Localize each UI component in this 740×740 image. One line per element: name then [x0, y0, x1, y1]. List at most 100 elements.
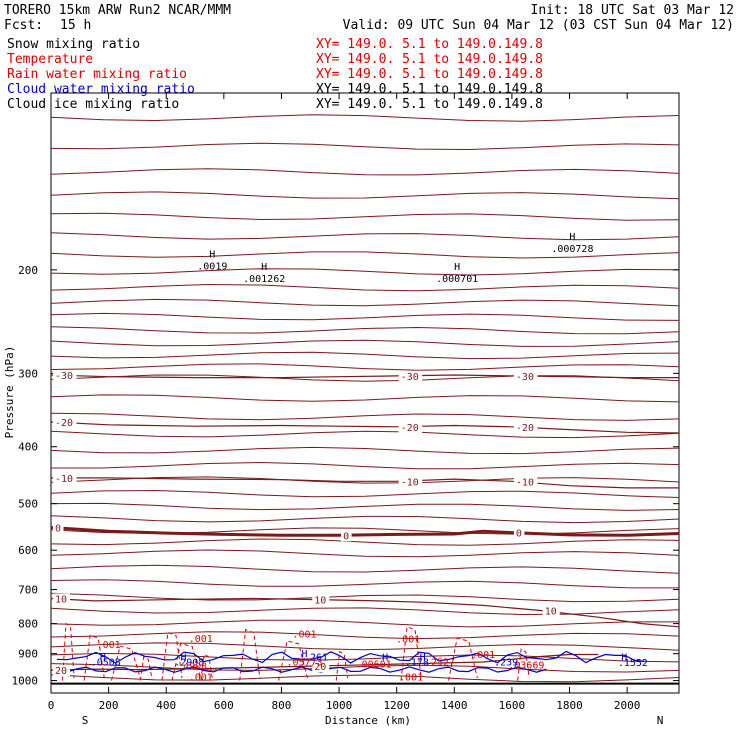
- isotherm-label-bg: [513, 527, 525, 539]
- x-tick-label: 0: [48, 699, 55, 712]
- isotherm-label: 10: [55, 594, 67, 605]
- rain-contour: [62, 622, 75, 681]
- x-tick-label: 1000: [326, 699, 353, 712]
- rain-label: .001: [189, 634, 213, 645]
- isotherm-label-bg: [542, 605, 560, 617]
- y-tick-label: 500: [18, 498, 38, 511]
- legend-field-name: Temperature: [7, 52, 93, 67]
- legend-field-name: Rain water mixing ratio: [7, 67, 187, 82]
- cloud-water-high-marker: H: [382, 653, 388, 664]
- rain-label: .001: [97, 640, 121, 651]
- isotherm-label-bg: [513, 476, 538, 488]
- isotherm-label-bg: [53, 472, 77, 484]
- temperature-contour: [50, 268, 680, 276]
- snow-high-marker: H: [209, 249, 215, 260]
- legend-field-xy: XY= 149.0. 5.1 to 149.0.149.8: [316, 82, 543, 97]
- y-tick-label: 800: [18, 618, 38, 631]
- isotherm-label: -10: [55, 474, 73, 485]
- y-tick-label: 1000: [12, 675, 39, 688]
- isotherm-label-bg: [53, 416, 77, 428]
- rain-contour: [278, 640, 308, 681]
- cloud-water-contour-top: [56, 650, 645, 664]
- isotherm-label-bg: [53, 522, 64, 534]
- isotherm--10: [51, 477, 679, 489]
- cloud-water-label: .2527: [425, 658, 455, 669]
- isotherm-label: -20: [401, 423, 419, 434]
- init-time: Init: 18 UTC Sat 03 Mar 12: [531, 3, 735, 18]
- legend-field-xy: XY= 149.0. 5.1 to 149.0.149.8: [316, 52, 543, 67]
- isotherm-label: -10: [516, 477, 534, 488]
- temperature-contour: [50, 142, 680, 151]
- temperature-contour: [50, 549, 680, 558]
- temperature-contour: [51, 461, 680, 470]
- x-tick-label: 1200: [383, 699, 410, 712]
- x-tick-label: 1800: [556, 699, 583, 712]
- isotherm-label: 0: [55, 524, 61, 535]
- temperature-contour: [50, 232, 680, 241]
- cloud-water-label: .2908: [174, 658, 204, 669]
- isotherm-label-bg: [341, 530, 352, 542]
- temperature-contour: [50, 515, 680, 524]
- snow-max-label: .001262: [243, 274, 285, 285]
- temperature-contour: [50, 592, 680, 603]
- x-axis-title: Distance (km): [325, 714, 411, 727]
- temperature-contour: [50, 326, 680, 335]
- temperature-contour: [50, 394, 680, 403]
- temperature-contour: [50, 619, 679, 628]
- rain-label: .001: [292, 630, 316, 641]
- isotherm-label-bg: [513, 421, 538, 433]
- x-tick-label: 1400: [441, 699, 468, 712]
- temperature-contour: [50, 251, 680, 259]
- isotherm-label: 20: [55, 666, 67, 677]
- temperature-contour: [50, 579, 680, 589]
- rain-contour: [335, 650, 349, 681]
- rain-label: .001: [399, 673, 423, 684]
- cloud-water-label: .00601: [356, 659, 392, 670]
- isotherm-label-bg: [398, 421, 423, 433]
- field-legend: Snow mixing ratio XY= 149.0. 5.1 to 149.0…: [7, 37, 543, 112]
- temperature-contour: [50, 607, 680, 616]
- x-tick-label: 400: [156, 699, 176, 712]
- temperature-contour: [50, 283, 680, 292]
- north-label: N: [657, 714, 664, 727]
- rain-label: .001: [189, 673, 213, 684]
- x-tick-label: 600: [214, 699, 234, 712]
- temperature-contour: [50, 502, 680, 511]
- isotherm-label: 10: [545, 607, 557, 618]
- rain-contour: [83, 634, 105, 681]
- isotherm-label-bg: [53, 593, 70, 605]
- temperature-contour: [50, 446, 680, 455]
- isotherm--30: [50, 374, 679, 379]
- plot-frame: [50, 92, 680, 694]
- y-tick-label: 400: [18, 441, 38, 454]
- rain-contour: [200, 653, 213, 681]
- temperature-contour: [50, 351, 680, 360]
- snow-high-marker: H: [454, 262, 460, 273]
- temperature-contour: [50, 374, 680, 382]
- isotherm-label: 0: [516, 529, 522, 540]
- fcst-label: Fcst:: [4, 18, 43, 33]
- cloud-water-high-marker: H: [420, 653, 426, 664]
- isotherm-label: -10: [401, 477, 419, 488]
- cloud-water-high-marker: H: [100, 653, 106, 664]
- cloud-water-high-marker: H: [180, 653, 186, 664]
- rain-label: .001: [396, 635, 420, 646]
- temperature-contour: [50, 674, 680, 683]
- isotherm-label: 20: [314, 662, 326, 673]
- temperature-contour: [50, 114, 680, 122]
- cloud-water-high-marker: H: [621, 653, 627, 664]
- rain-label: .001: [471, 650, 495, 661]
- temperature-contour: [50, 538, 680, 546]
- isotherm-label-bg: [398, 370, 423, 382]
- temperature-contour: [50, 631, 680, 640]
- temperature-contour: [50, 339, 680, 347]
- temperature-contour: [50, 312, 680, 321]
- temperature-contour: [50, 652, 680, 663]
- model-title: TORERO 15km ARW Run2 NCAR/MMM: [4, 3, 231, 18]
- isotherm-label: -20: [516, 423, 534, 434]
- x-tick-label: 2000: [614, 699, 641, 712]
- rain-contour: [171, 642, 202, 681]
- isotherm-label-bg: [513, 370, 538, 382]
- cloud-water-label: .03669: [508, 660, 544, 671]
- temperature-contour: [50, 168, 680, 176]
